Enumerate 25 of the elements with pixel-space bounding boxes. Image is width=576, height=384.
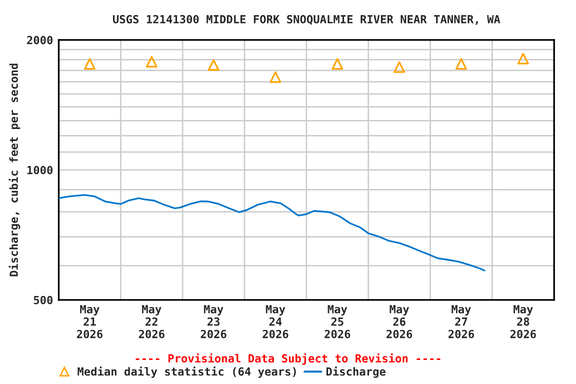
y-tick-label: 2000 (27, 36, 53, 44)
point (455, 58, 467, 70)
chart-title: USGS 12141300 MIDDLE FORK SNOQUALMIE RIVER NEAR TANNER, WA (113, 15, 500, 25)
point (332, 58, 344, 70)
x-tick-label: May 25 2026 (324, 305, 350, 338)
point (146, 56, 158, 68)
y-tick-label: 500 (34, 296, 53, 304)
point (270, 71, 282, 83)
legend-label: Median daily statistic (64 years) (78, 366, 296, 378)
point (517, 52, 529, 64)
y-tick-label: 1000 (27, 166, 53, 174)
point (84, 58, 96, 70)
legend-label: Discharge (326, 366, 386, 378)
x-tick-label: May 23 2026 (200, 305, 226, 338)
x-tick-label: May 28 2026 (510, 305, 536, 338)
x-tick-label: May 21 2026 (76, 305, 102, 338)
x-tick-label: May 22 2026 (138, 305, 164, 338)
line-series (58, 194, 486, 272)
point (394, 61, 406, 73)
text: ---- Provisional Data Subject to Revision ---- (136, 353, 440, 365)
y-axis-title: Discharge, cubic feet per second (8, 64, 20, 276)
point (208, 59, 220, 71)
x-tick-label: May 24 2026 (262, 305, 288, 338)
x-tick-label: May 27 2026 (448, 305, 474, 338)
x-tick-label: May 26 2026 (386, 305, 412, 338)
